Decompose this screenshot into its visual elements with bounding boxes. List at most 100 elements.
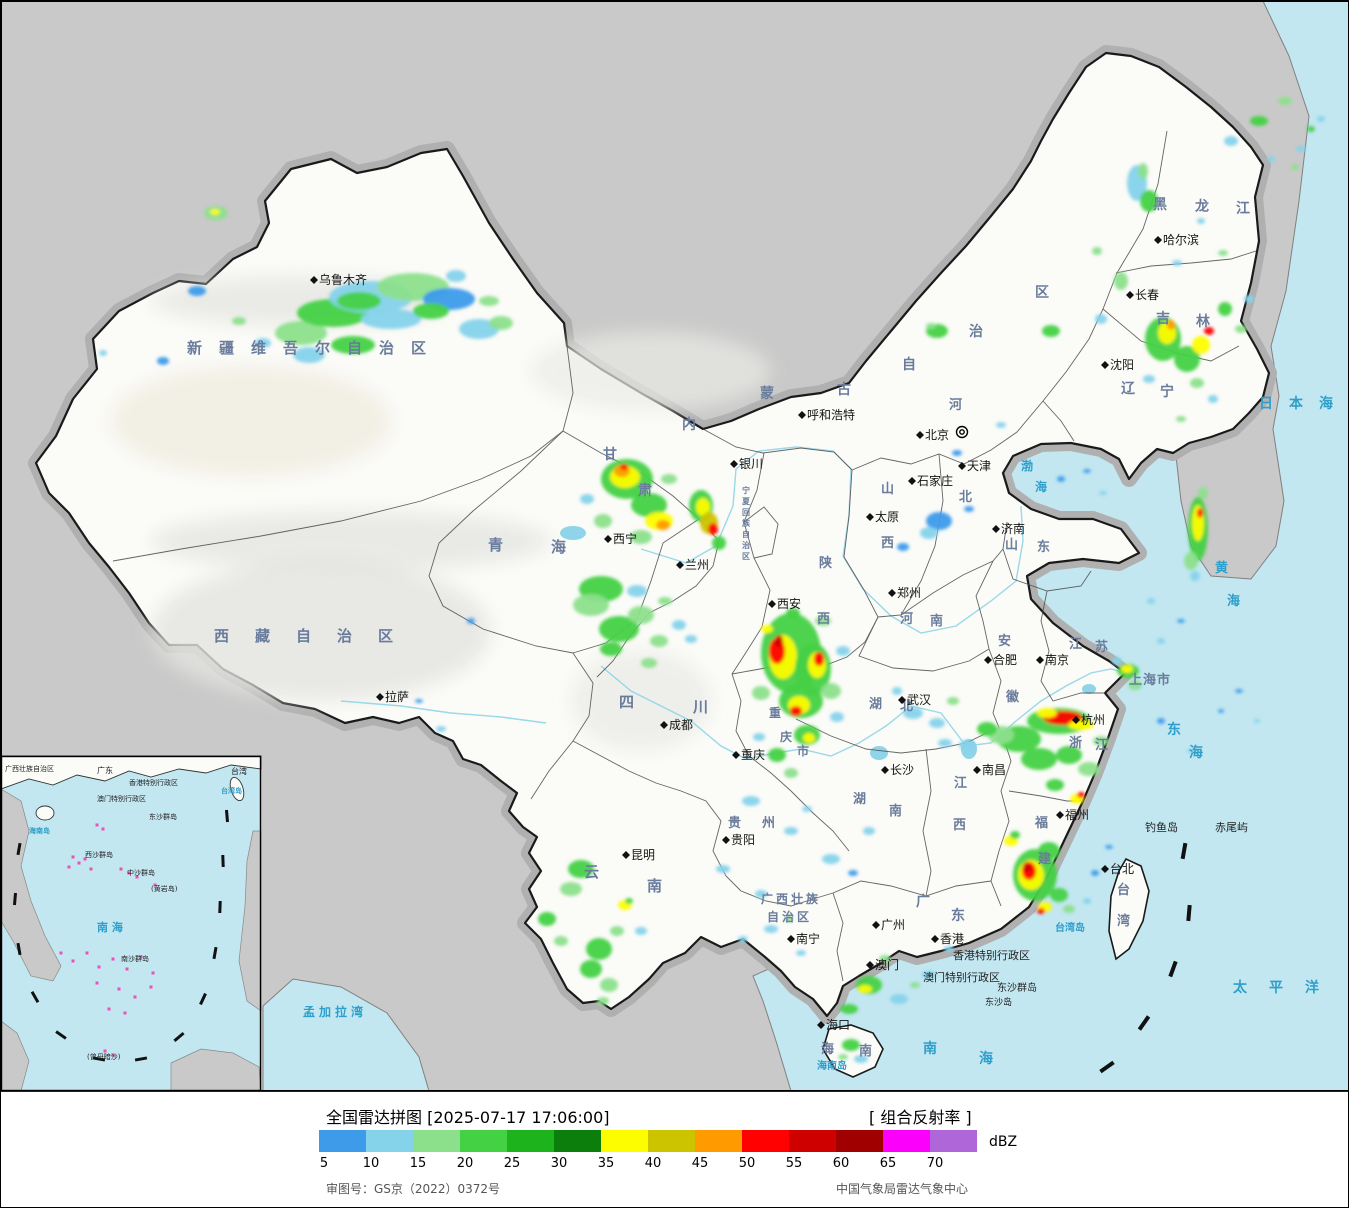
radar-echo [1114,272,1128,290]
city-label: 澳门 [875,957,899,972]
inset-label: 香港特别行政区 [129,778,178,787]
radar-echo [1192,336,1210,354]
radar-echo [1172,260,1182,266]
province-label: 海 [821,1041,834,1057]
radar-echo [560,882,582,896]
radar-echo [790,706,802,716]
radar-echo [1224,136,1238,146]
province-label: 上海市 [1129,672,1171,688]
inset-label: 台湾岛 [221,786,242,795]
city-marker-icon [992,525,1000,533]
radar-echo [597,997,609,1005]
province-label: 山 [1005,537,1018,553]
island-label: 香港特别行政区 [953,948,1030,962]
dash-segment [12,892,18,906]
radar-echo [1095,314,1107,324]
radar-echo [1050,888,1068,902]
inset-label: 西沙群岛 [85,850,113,859]
radar-echo [879,955,891,963]
province-label: 广西壮族 [761,891,821,906]
city-marker-icon [310,276,318,284]
inset-label: 中沙群岛 [127,868,155,877]
map-area: 新疆维吾尔自治区 西藏自治区青海甘肃内蒙古自治区黑龙江吉林辽宁河北山西山东河南江苏… [1,1,1348,1092]
radar-echo [1121,665,1133,673]
inset-label: 海南岛 [29,826,50,835]
radar-echo [1235,325,1247,333]
province-label: 西 [953,818,966,833]
radar-echo [1187,749,1195,753]
dash-segment [1099,1060,1115,1074]
city-marker-icon [931,935,939,943]
radar-echo [631,493,667,517]
radar-echo [848,870,858,876]
city-marker-icon [1154,236,1162,244]
island-dot [135,875,139,879]
radar-echo [1138,163,1148,179]
capital-marker-icon [955,425,969,439]
island-dot [111,1053,115,1057]
radar-echo [696,498,710,516]
inset-label: 南 海 [97,920,123,934]
scale-swatch [883,1130,930,1152]
sea-label: 海 [979,1050,993,1067]
island-label: 东沙岛 [985,996,1012,1008]
radar-echo [840,1004,858,1014]
province-label: 林 [1196,313,1210,330]
radar-echo [903,707,923,719]
island-dot [111,957,115,961]
province-label: 宁夏回族自治区 [741,485,751,561]
island-label: 海南岛 [817,1059,847,1072]
province-label: 甘 [603,446,617,463]
island-dot [71,959,75,963]
inset-vietnam [1,788,62,982]
radar-echo [1046,779,1064,791]
dash-segment [30,991,40,1003]
city-label: 长春 [1135,288,1159,302]
radar-echo [929,718,945,728]
province-label: 河 [949,397,962,413]
radar-echo [600,978,618,992]
province-label: 湖 [853,792,866,807]
radar-echo [1128,680,1142,690]
radar-echo [157,357,169,365]
city-marker-icon [604,535,612,543]
radar-echo [672,620,686,630]
radar-echo [188,286,206,296]
dash-segment [221,854,225,868]
province-label: 东 [1037,539,1050,555]
city-label: 重庆 [741,748,765,762]
island-label: 赤尾屿 [1215,821,1248,834]
radar-echo [1197,218,1205,224]
radar-echo [210,209,220,215]
radar-echo [635,927,647,935]
inset-label: (黄岩岛) [151,884,178,893]
radar-echo [775,635,783,647]
province-label: 云 [584,863,599,881]
island-dot [71,855,75,859]
island-label: 台湾岛 [1055,921,1085,934]
radar-echo [944,946,954,952]
radar-echo [753,733,765,741]
city-marker-icon [888,589,896,597]
province-label: 江 [954,775,967,791]
radar-echo [897,543,909,551]
province-label: 贵 [728,815,741,831]
radar-echo [858,985,872,993]
radar-echo [1092,247,1102,255]
radar-echo [803,733,815,743]
radar-echo [586,938,612,960]
sea-label: 孟加拉湾 [303,1004,367,1019]
island-dot [95,981,99,985]
province-label: 青 [488,536,503,554]
scale-swatch [601,1130,648,1152]
radar-echo [892,687,902,695]
city-label: 郑州 [897,585,921,600]
radar-echo [1235,689,1243,693]
hainan-island [822,1024,884,1078]
inset-label: 台湾 [231,766,247,776]
radar-echo [331,336,375,354]
radar-echo [1083,898,1091,904]
province-label: 苏 [1095,639,1108,655]
